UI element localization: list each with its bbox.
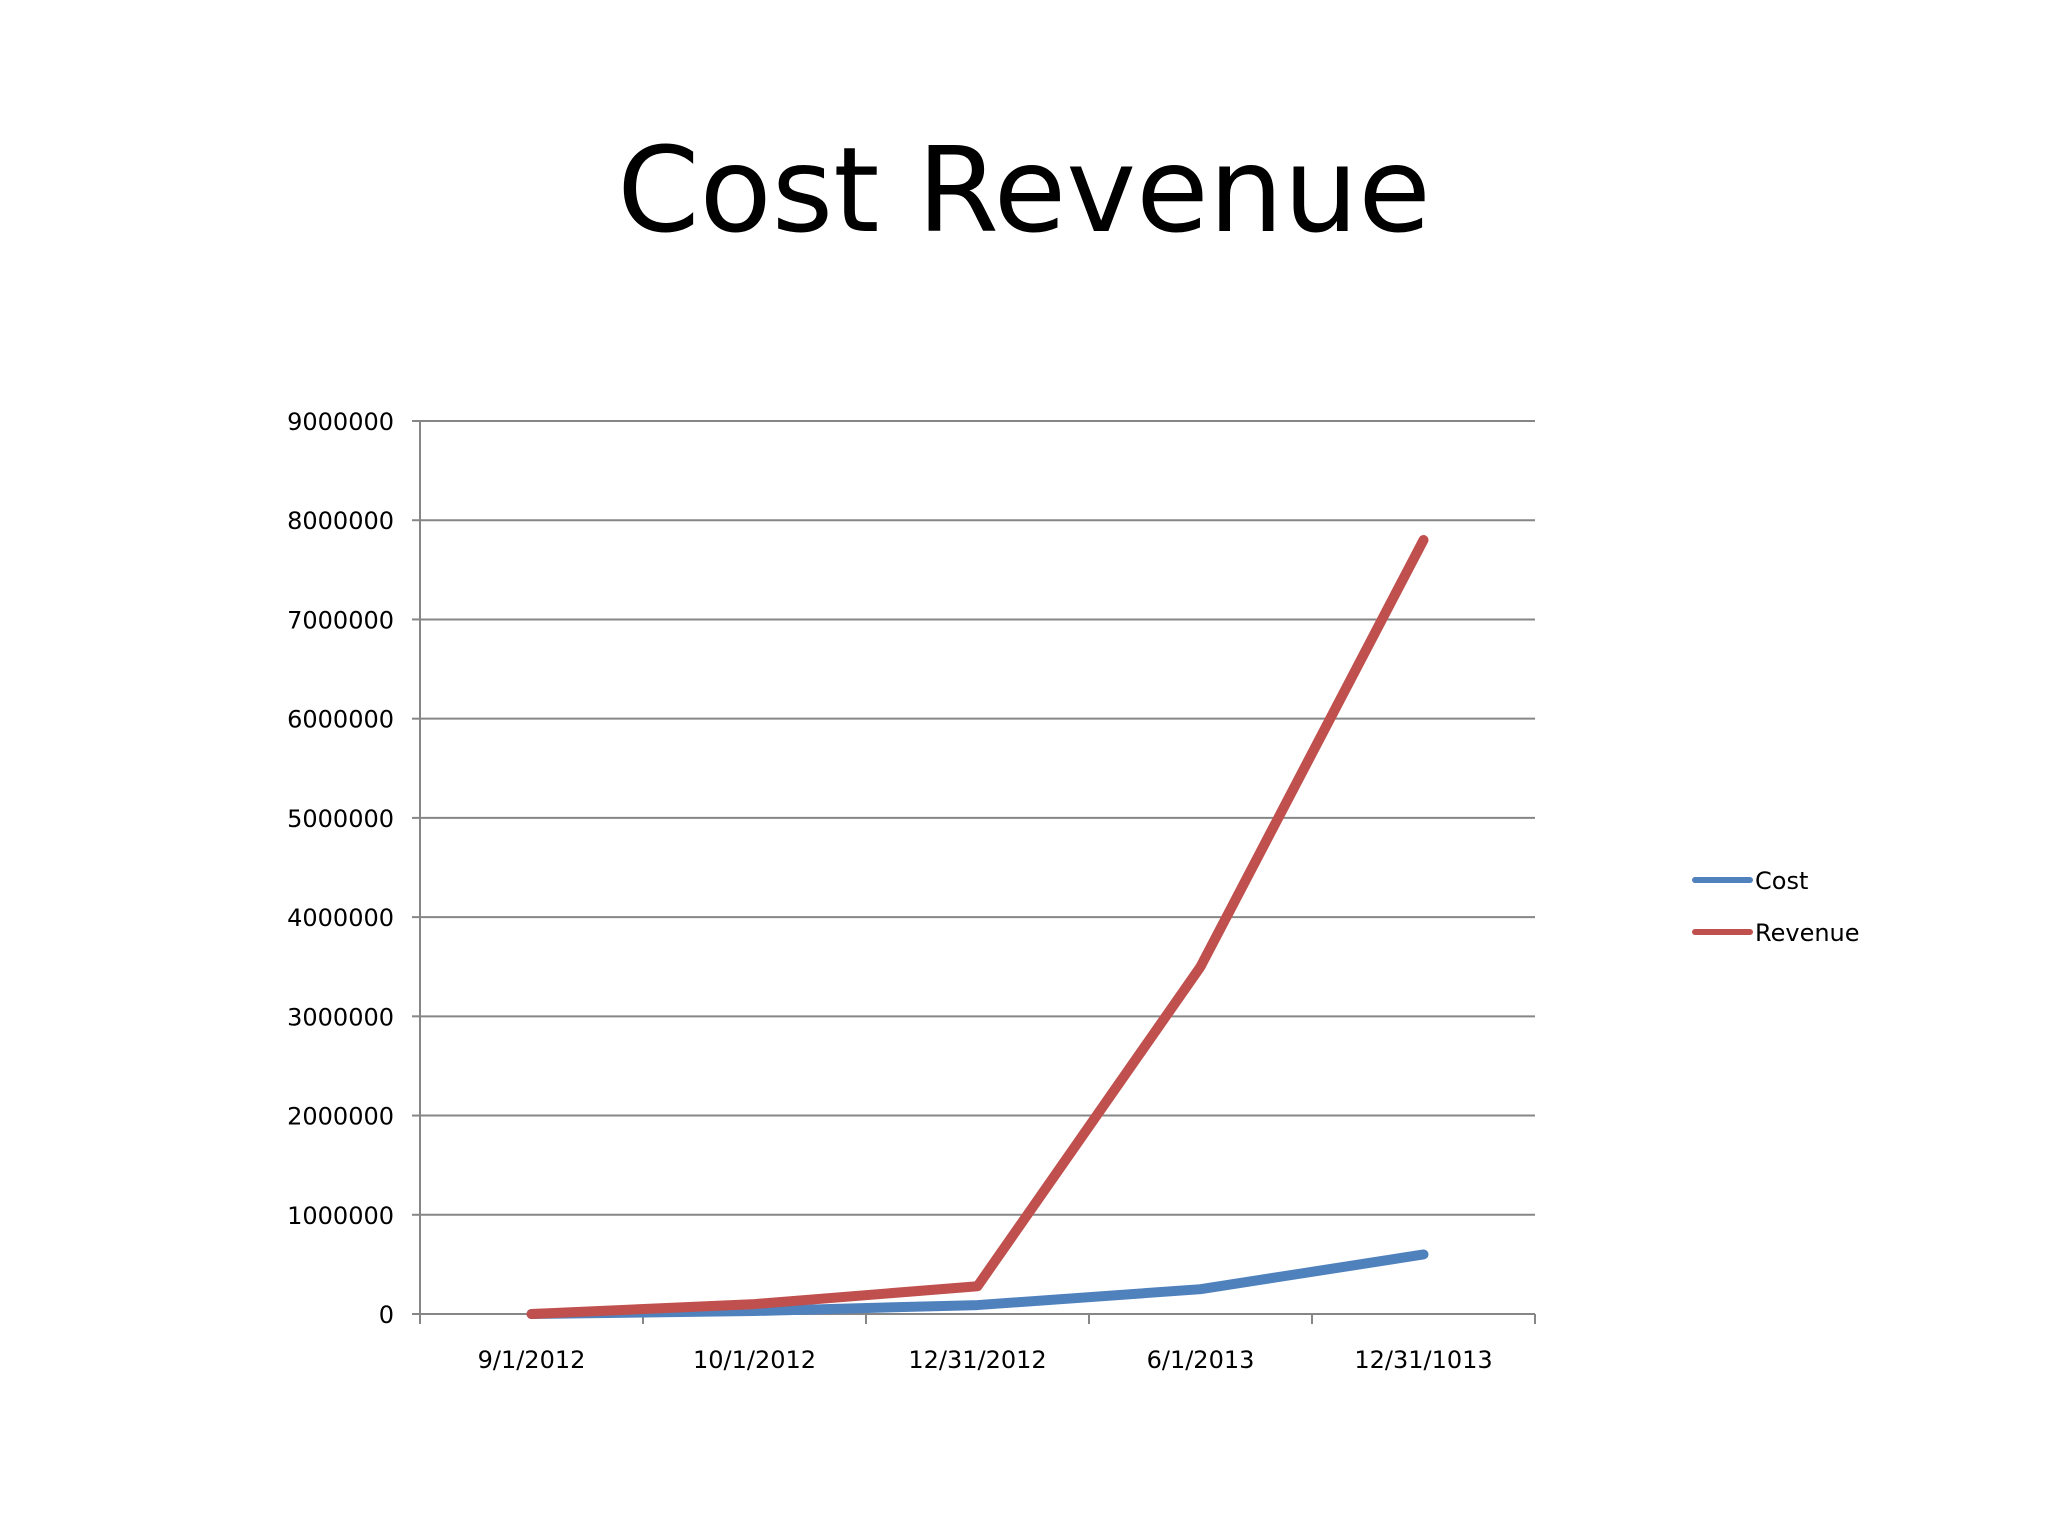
- series-line-revenue: [526, 535, 1429, 1319]
- gridlines: [420, 420, 1535, 1216]
- y-tick-label: 9000000: [287, 408, 394, 436]
- x-tick-label: 12/31/2012: [908, 1346, 1046, 1374]
- y-tick-label: 2000000: [287, 1103, 394, 1131]
- series-lines: [526, 535, 1429, 1319]
- y-tick-label: 8000000: [287, 507, 394, 535]
- y-tick-labels: 0 1000000 2000000 3000000 4000000 5000000 6000…: [287, 408, 394, 1329]
- x-tick-label: 6/1/2013: [1147, 1346, 1255, 1374]
- slide-title: Cost Revenue: [617, 121, 1431, 259]
- y-tick-label: 6000000: [287, 706, 394, 734]
- x-tick-label: 10/1/2012: [693, 1346, 816, 1374]
- y-tick-label: 5000000: [287, 805, 394, 833]
- y-tick-label: 7000000: [287, 606, 394, 634]
- x-tick-labels: 9/1/2012 10/1/2012 12/31/2012 6/1/2013 12/31…: [478, 1346, 1493, 1374]
- y-tick-label: 0: [379, 1301, 394, 1329]
- x-tick-label: 12/31/1013: [1354, 1346, 1492, 1374]
- legend: Cost Revenue: [1692, 867, 1860, 947]
- y-tick-label: 4000000: [287, 904, 394, 932]
- y-tick-label: 3000000: [287, 1003, 394, 1031]
- axes: [412, 420, 1536, 1324]
- y-tick-label: 1000000: [287, 1202, 394, 1230]
- legend-label-revenue: Revenue: [1755, 919, 1860, 947]
- legend-label-cost: Cost: [1755, 867, 1808, 895]
- x-tick-label: 9/1/2012: [478, 1346, 586, 1374]
